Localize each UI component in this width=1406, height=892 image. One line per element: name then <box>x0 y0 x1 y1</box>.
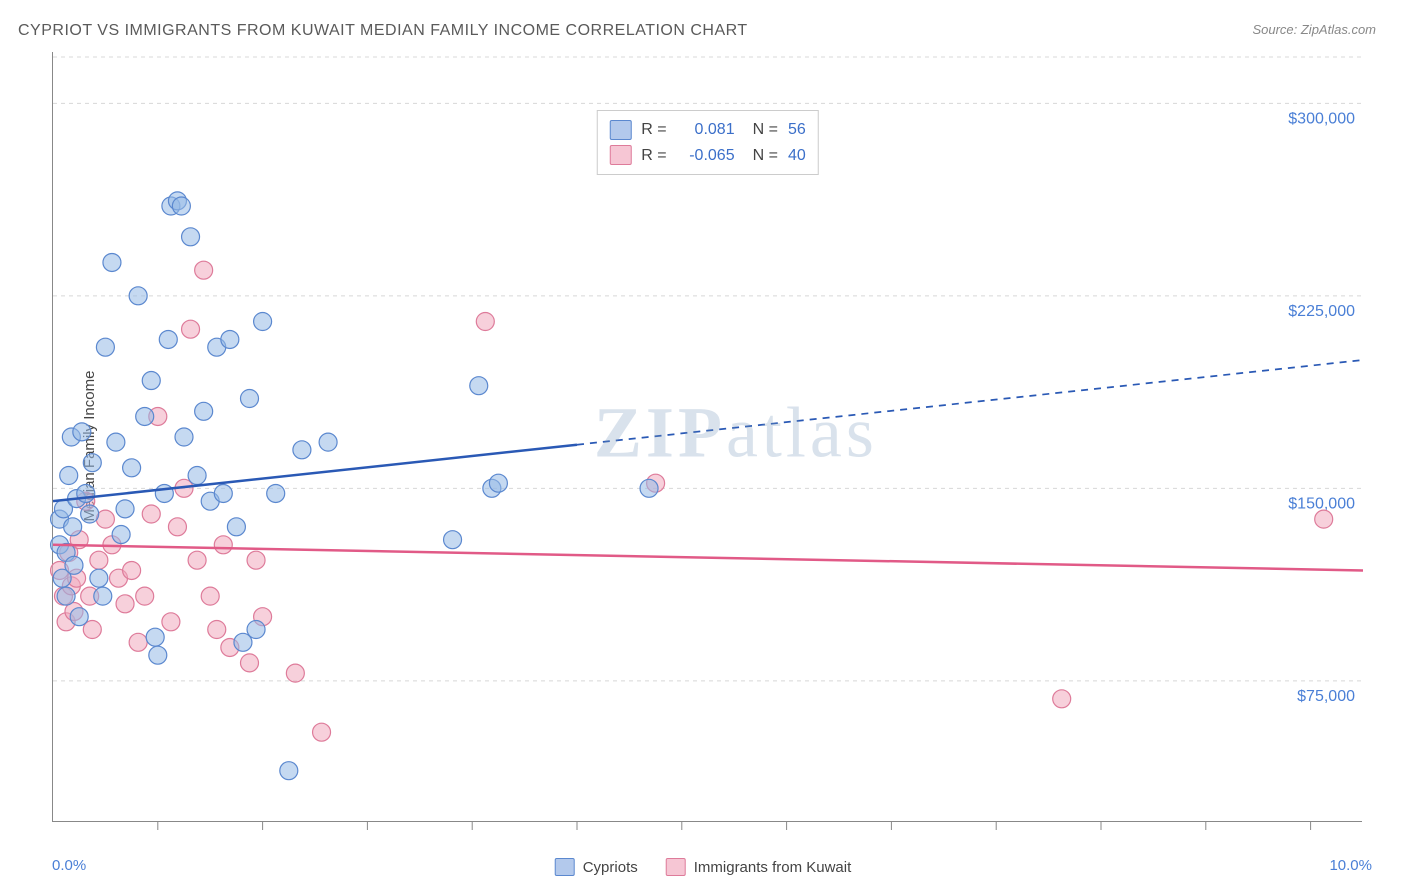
series-label-kuwait: Immigrants from Kuwait <box>694 859 852 876</box>
series-swatch-kuwait <box>666 858 686 876</box>
chart-container: CYPRIOT VS IMMIGRANTS FROM KUWAIT MEDIAN… <box>0 0 1406 892</box>
n-label-2: N = <box>753 143 778 169</box>
source-attribution: Source: ZipAtlas.com <box>1252 22 1376 37</box>
x-axis-label-right: 10.0% <box>1329 857 1372 874</box>
svg-text:$225,000: $225,000 <box>1288 303 1355 320</box>
r-value-2: -0.065 <box>677 143 735 169</box>
correlation-legend: R = 0.081 N = 56 R = -0.065 N = 40 <box>596 110 818 175</box>
n-value-2: 40 <box>788 143 806 169</box>
legend-swatch-kuwait <box>609 145 631 165</box>
series-swatch-cypriots <box>555 858 575 876</box>
series-legend-cypriots: Cypriots <box>555 858 638 876</box>
series-legend-kuwait: Immigrants from Kuwait <box>666 858 852 876</box>
legend-row-2: R = -0.065 N = 40 <box>609 143 805 169</box>
chart-title: CYPRIOT VS IMMIGRANTS FROM KUWAIT MEDIAN… <box>18 22 748 40</box>
svg-text:$75,000: $75,000 <box>1297 688 1355 705</box>
n-value-1: 56 <box>788 117 806 143</box>
plot-area: $75,000$150,000$225,000$300,000 ZIPatlas… <box>52 52 1362 822</box>
r-label-1: R = <box>641 117 666 143</box>
n-label-1: N = <box>753 117 778 143</box>
r-value-1: 0.081 <box>677 117 735 143</box>
series-label-cypriots: Cypriots <box>583 859 638 876</box>
series-legend: Cypriots Immigrants from Kuwait <box>555 858 852 876</box>
legend-swatch-cypriots <box>609 120 631 140</box>
r-label-2: R = <box>641 143 666 169</box>
svg-text:$300,000: $300,000 <box>1288 110 1355 127</box>
x-axis-label-left: 0.0% <box>52 857 86 874</box>
legend-row-1: R = 0.081 N = 56 <box>609 117 805 143</box>
